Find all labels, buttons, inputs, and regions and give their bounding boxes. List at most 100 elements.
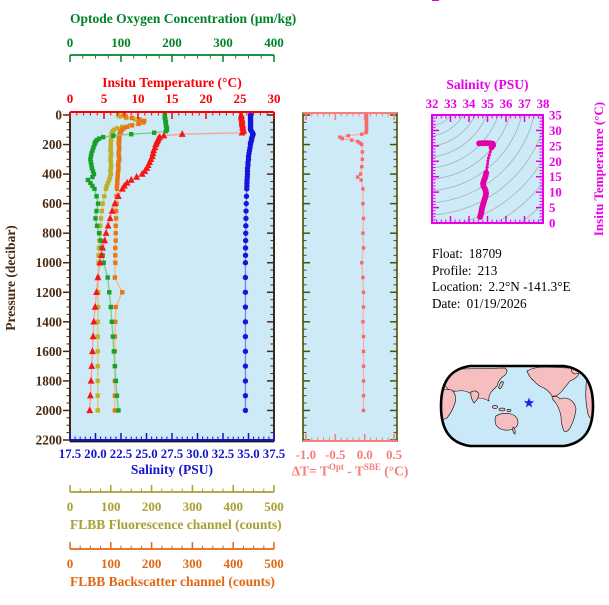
info-row-float: Float: 18709 (432, 246, 502, 261)
tick-label: 27.5 (161, 447, 183, 461)
tick-label: 35.0 (237, 447, 259, 461)
tick-label: 33 (444, 97, 457, 111)
oxygen-axis: 0 100 200 300 400 (67, 35, 284, 62)
tick-label: 20.0 (84, 447, 106, 461)
ts-temperature-axis-title: Insitu Temperature (°C) (591, 102, 606, 236)
delta-t-series (338, 113, 369, 413)
info-row-date: Date: 01/19/2026 (432, 295, 527, 311)
tick-label: 15 (549, 170, 562, 184)
tick-label: -0.5 (325, 448, 345, 462)
tick-label: 0 (55, 108, 62, 123)
tick-label: 2200 (36, 433, 63, 448)
tick-label: 100 (111, 35, 131, 50)
tick-label: 5 (101, 91, 108, 106)
tick-label: 22.5 (110, 447, 132, 461)
temperature-axis: 0 5 10 15 20 25 30 (67, 91, 281, 119)
tick-label: 25.0 (135, 447, 157, 461)
backscatter-axis-title: FLBB Backscatter channel (counts) (70, 574, 275, 589)
oxygen-axis-title: Optode Oxygen Concentration (μm/kg) (70, 11, 297, 26)
tick-label: 15 (166, 91, 180, 106)
tick-label: 32 (426, 97, 439, 111)
temperature-series (86, 110, 247, 414)
tick-label: 0 (67, 35, 74, 50)
tick-label: 5 (549, 201, 555, 215)
main-plot-area (70, 112, 274, 442)
tick-label: 1400 (36, 314, 63, 329)
map-land-india (470, 390, 480, 404)
tick-label: 36 (500, 97, 513, 111)
info-row-profile: Profile: 213 (432, 262, 498, 278)
delta-t-axis: -1.0 -0.5 0.0 0.5 (296, 112, 402, 462)
float-location-star-icon (523, 397, 535, 408)
pressure-axis-right (267, 114, 274, 441)
tick-label: 400 (223, 499, 243, 514)
map-land-new-zealand (512, 426, 516, 435)
tick-label: 10 (132, 91, 145, 106)
tick-label: 200 (142, 556, 162, 571)
tick-label: 30.0 (186, 447, 208, 461)
tick-label: 400 (42, 167, 62, 182)
map-land-south-america (551, 396, 577, 432)
tick-label: 100 (101, 556, 121, 571)
map-land-indonesia (492, 405, 498, 409)
tick-label: 600 (42, 196, 62, 211)
tick-label: 400 (264, 35, 284, 50)
tick-label: 35 (481, 97, 494, 111)
tick-label: 300 (183, 499, 203, 514)
fluorescence-axis-title: FLBB Fluorescence channel (counts) (70, 517, 282, 532)
map-landmasses (441, 366, 593, 435)
tick-label: 25 (549, 139, 562, 153)
fluorescence-axis: 0 100 200 300 400 500 (67, 485, 284, 514)
tick-label: 1800 (36, 373, 63, 388)
tick-label: 20 (549, 155, 562, 169)
tick-label: 500 (264, 499, 284, 514)
tick-label: 30 (268, 91, 281, 106)
tick-label: 30 (549, 124, 562, 138)
tick-label: 17.5 (59, 447, 81, 461)
float-info-panel: Float: 18709 Profile: 213 Location: 2.2°N -… (432, 246, 571, 312)
salinity-axis-title: Salinity (PSU) (130, 462, 214, 477)
tick-label: 25 (234, 91, 248, 106)
backscatter-axis: 0 100 200 300 400 500 (67, 542, 284, 571)
tick-label: 100 (101, 499, 121, 514)
salinity-axis: 17.5 20.0 22.5 25.0 27.5 30.0 32.5 35.0 37.5 (59, 433, 285, 461)
ts-salinity-axis-title: Salinity (PSU) (446, 77, 529, 92)
tick-label: 37.5 (263, 447, 285, 461)
tick-label: 0.5 (386, 448, 402, 462)
tick-label: 32.5 (212, 447, 234, 461)
temperature-axis-title: Insitu Temperature (°C) (102, 75, 242, 90)
info-row-location: Location: 2.2°N -141.3°E (432, 279, 571, 294)
delta-t-plot-area (303, 113, 397, 441)
ts-series (476, 140, 497, 220)
tick-label: 400 (223, 556, 243, 571)
tick-label: 500 (264, 556, 284, 571)
tick-label: 10 (549, 186, 562, 200)
tick-label: 38 (537, 97, 550, 111)
tick-label: 1000 (36, 255, 63, 270)
map-land-europe-east (588, 371, 593, 378)
tick-label: 300 (183, 556, 203, 571)
tick-label: 200 (162, 35, 182, 50)
tick-label: 300 (213, 35, 233, 50)
tick-label: 1200 (36, 285, 63, 300)
tick-label: 0 (67, 499, 74, 514)
tick-label: 37 (518, 97, 531, 111)
tick-label: 800 (42, 226, 62, 241)
map-land-indonesia-2 (498, 407, 506, 412)
tick-label: 34 (463, 97, 476, 111)
ts-plot-area (432, 115, 543, 223)
backscatter-series (112, 112, 147, 413)
pressure-axis: 0 200 400 600 800 1000 1200 1400 1600 1800 2000 220… (36, 108, 70, 448)
tick-label: 0 (67, 91, 74, 106)
tick-label: 2000 (36, 403, 63, 418)
pressure-axis-title: Pressure (decibar) (3, 225, 18, 331)
world-map (439, 364, 595, 448)
tick-label: 0.0 (357, 448, 373, 462)
tick-label: 1600 (36, 344, 63, 359)
tick-label: 35 (549, 109, 562, 123)
tick-label: 0 (549, 217, 555, 231)
delta-t-axis-title: ΔT= TOpt - TSBE (°C) (291, 462, 409, 479)
